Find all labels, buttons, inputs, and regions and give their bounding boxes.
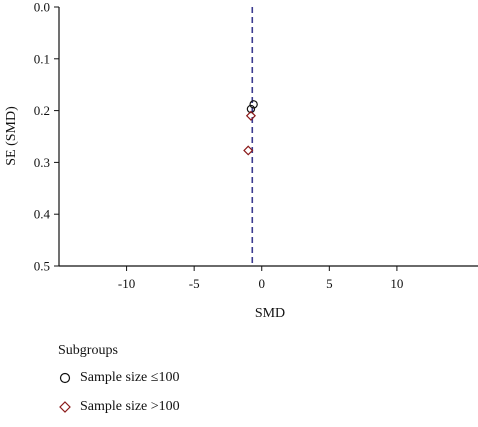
x-axis-title: SMD	[255, 306, 285, 321]
x-tick-label: 5	[326, 276, 333, 291]
data-points-layer	[243, 100, 258, 156]
y-tick-label: 0.5	[34, 259, 50, 274]
data-point-diamond	[245, 110, 256, 121]
legend-label-large-sample: Sample size >100	[80, 399, 180, 414]
tick-labels-layer: 0.0 0.1 0.2 0.3 0.4 0.5 -10 -5 0 5 10	[34, 0, 404, 291]
y-tick-label: 0.0	[34, 0, 50, 15]
legend-item-small-sample: Sample size ≤100	[58, 369, 180, 387]
data-point-circle	[246, 104, 256, 114]
x-tick-label: 10	[390, 276, 403, 291]
y-tick-label: 0.4	[34, 207, 51, 222]
legend-item-large-sample: Sample size >100	[58, 398, 180, 416]
y-axis-title: SE (SMD)	[4, 106, 19, 166]
x-tick-label: -5	[189, 276, 200, 291]
data-point-circle	[249, 100, 258, 109]
axes-layer	[54, 6, 478, 271]
legend-label-small-sample: Sample size ≤100	[80, 370, 180, 385]
x-tick-label: 0	[258, 276, 265, 291]
y-tick-label: 0.2	[34, 103, 50, 118]
circle-marker-icon	[59, 372, 71, 384]
data-point-diamond	[243, 145, 254, 156]
x-tick-label: -10	[118, 276, 135, 291]
diamond-marker-icon	[59, 401, 71, 413]
legend-title: Subgroups	[58, 343, 118, 358]
y-tick-label: 0.1	[34, 51, 50, 66]
legend: Subgroups Sample size ≤100 Sample size >…	[58, 343, 180, 427]
y-tick-label: 0.3	[34, 155, 50, 170]
